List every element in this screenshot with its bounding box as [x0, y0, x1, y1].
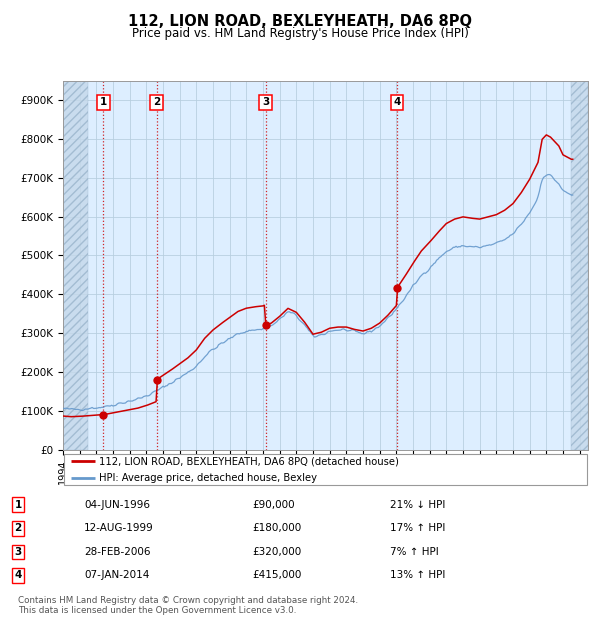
Text: £180,000: £180,000 — [252, 523, 301, 533]
Text: £415,000: £415,000 — [252, 570, 301, 580]
Text: 12-AUG-1999: 12-AUG-1999 — [84, 523, 154, 533]
Text: Price paid vs. HM Land Registry's House Price Index (HPI): Price paid vs. HM Land Registry's House … — [131, 27, 469, 40]
Text: Contains HM Land Registry data © Crown copyright and database right 2024.
This d: Contains HM Land Registry data © Crown c… — [18, 596, 358, 615]
Text: 13% ↑ HPI: 13% ↑ HPI — [390, 570, 445, 580]
Text: 21% ↓ HPI: 21% ↓ HPI — [390, 500, 445, 510]
Text: 4: 4 — [393, 97, 401, 107]
Text: 17% ↑ HPI: 17% ↑ HPI — [390, 523, 445, 533]
Text: HPI: Average price, detached house, Bexley: HPI: Average price, detached house, Bexl… — [98, 473, 317, 483]
Text: 1: 1 — [14, 500, 22, 510]
Text: 07-JAN-2014: 07-JAN-2014 — [84, 570, 149, 580]
Text: 1: 1 — [100, 97, 107, 107]
Bar — [63, 81, 88, 450]
Text: 7% ↑ HPI: 7% ↑ HPI — [390, 547, 439, 557]
Text: 28-FEB-2006: 28-FEB-2006 — [84, 547, 151, 557]
Text: £320,000: £320,000 — [252, 547, 301, 557]
Text: 3: 3 — [262, 97, 269, 107]
Text: 3: 3 — [14, 547, 22, 557]
Text: 112, LION ROAD, BEXLEYHEATH, DA6 8PQ: 112, LION ROAD, BEXLEYHEATH, DA6 8PQ — [128, 14, 472, 29]
Text: 2: 2 — [14, 523, 22, 533]
Text: 112, LION ROAD, BEXLEYHEATH, DA6 8PQ (detached house): 112, LION ROAD, BEXLEYHEATH, DA6 8PQ (de… — [98, 456, 398, 466]
Text: 2: 2 — [153, 97, 160, 107]
Text: 04-JUN-1996: 04-JUN-1996 — [84, 500, 150, 510]
Text: £90,000: £90,000 — [252, 500, 295, 510]
Text: 4: 4 — [14, 570, 22, 580]
FancyBboxPatch shape — [64, 454, 587, 485]
Bar — [571, 81, 588, 450]
